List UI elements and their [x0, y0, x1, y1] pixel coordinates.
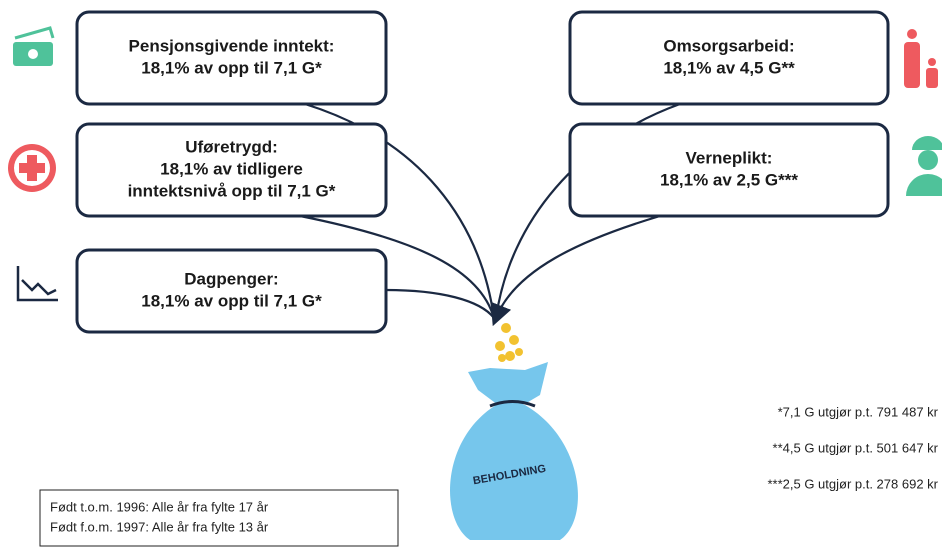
- footnote: *7,1 G utgjør p.t. 791 487 kr: [778, 404, 939, 419]
- connector: [386, 290, 494, 318]
- icon-money: [13, 28, 53, 66]
- icon-soldier: [906, 136, 942, 196]
- note-box: [40, 490, 398, 546]
- box-text: Verneplikt:: [686, 148, 773, 167]
- box-text: Omsorgsarbeid:: [663, 36, 794, 55]
- icon-health: [8, 144, 56, 192]
- box-text: 18,1% av 4,5 G**: [663, 58, 795, 77]
- box-text: Pensjonsgivende inntekt:: [129, 36, 335, 55]
- box-text: Uføretrygd:: [185, 137, 278, 156]
- box-text: inntektsnivå opp til 7,1 G*: [128, 181, 336, 200]
- note-line: Født t.o.m. 1996: Alle år fra fylte 17 å…: [50, 499, 269, 514]
- diagram: BEHOLDNING Pensjonsgivende inntekt: 18,1%…: [0, 0, 942, 550]
- icon-chart-down: [18, 266, 58, 300]
- footnote: **4,5 G utgjør p.t. 501 647 kr: [773, 440, 939, 455]
- box-text: 18,1% av opp til 7,1 G*: [141, 58, 322, 77]
- note-line: Født f.o.m. 1997: Alle år fra fylte 13 å…: [50, 519, 269, 534]
- box-text: Dagpenger:: [184, 269, 278, 288]
- box-text: 18,1% av 2,5 G***: [660, 170, 798, 189]
- box-text: 18,1% av opp til 7,1 G*: [141, 291, 322, 310]
- connector: [496, 216, 660, 318]
- footnote: ***2,5 G utgjør p.t. 278 692 kr: [767, 476, 938, 491]
- icon-family: [904, 29, 938, 88]
- box-text: 18,1% av tidligere: [160, 159, 303, 178]
- money-bag: BEHOLDNING: [450, 323, 578, 540]
